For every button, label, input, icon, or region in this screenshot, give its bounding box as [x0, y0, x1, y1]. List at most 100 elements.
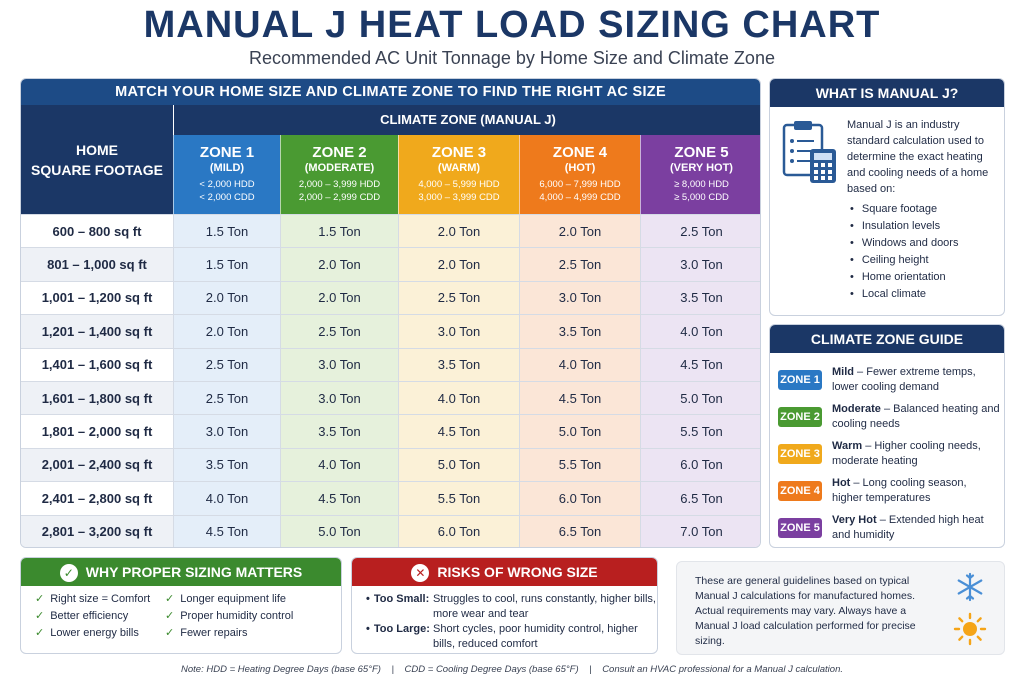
tonnage-cell-zone-1: 2.5 Ton	[173, 348, 280, 381]
zone-hdd: < 2,000 HDD	[199, 179, 255, 190]
zone-cdd: ≥ 5,000 CDD	[674, 192, 729, 203]
square-footage-cell: 2,801 – 3,200 sq ft	[21, 515, 173, 547]
table-row: 2,801 – 3,200 sq ft 4.5 Ton 5.0 Ton 6.0 Ton…	[21, 514, 760, 547]
zone-header-3: ZONE 3 (WARM) 4,000 – 5,999 HDD 3,000 – 3,9…	[398, 135, 519, 214]
zone-description: (HOT)	[564, 162, 596, 174]
zone-name: ZONE 2	[312, 144, 367, 161]
zone-badge: ZONE 2	[778, 407, 822, 427]
zone-guide-description: – Higher cooling needs, moderate heating	[832, 440, 981, 467]
zone-cdd: 2,000 – 2,999 CDD	[298, 192, 381, 203]
zone-guide-title: Mild	[832, 366, 854, 378]
zone-guide-item: ZONE 4 Hot – Long cooling season, higher …	[778, 476, 1000, 506]
what-is-body: Manual J is an industry standard calcula…	[847, 119, 989, 195]
tonnage-cell-zone-2: 4.0 Ton	[280, 448, 398, 482]
zone-guide-text: Warm – Higher cooling needs, moderate he…	[832, 439, 1000, 469]
zone-guide-text: Mild – Fewer extreme temps, lower coolin…	[832, 365, 1000, 395]
zone-description: (MODERATE)	[304, 162, 375, 174]
table-row: 1,401 – 1,600 sq ft 2.5 Ton 3.0 Ton 3.5 Ton…	[21, 347, 760, 381]
zone-guide-item: ZONE 3 Warm – Higher cooling needs, moder…	[778, 439, 1000, 469]
risk-label: Too Small:	[366, 592, 433, 622]
tonnage-cell-zone-5: 3.0 Ton	[640, 248, 760, 281]
tonnage-cell-zone-1: 1.5 Ton	[173, 248, 280, 281]
zone-guide-heading: CLIMATE ZONE GUIDE	[770, 325, 1004, 353]
zone-header-5: ZONE 5 (VERY HOT) ≥ 8,000 HDD ≥ 5,000 CDD	[640, 135, 760, 214]
why-heading: ✓ WHY PROPER SIZING MATTERS	[21, 558, 341, 586]
what-is-list-item: Square footage	[850, 201, 958, 218]
table-banner: MATCH YOUR HOME SIZE AND CLIMATE ZONE TO…	[21, 79, 760, 105]
why-list-item: Fewer repairs	[165, 626, 325, 641]
tonnage-cell-zone-5: 2.5 Ton	[640, 215, 760, 248]
tonnage-cell-zone-1: 1.5 Ton	[173, 215, 280, 248]
tonnage-cell-zone-4: 2.0 Ton	[519, 215, 640, 248]
tonnage-cell-zone-3: 2.5 Ton	[398, 281, 519, 315]
risk-text: Struggles to cool, runs constantly, high…	[433, 593, 656, 620]
zone-badge: ZONE 3	[778, 444, 822, 464]
square-footage-cell: 1,001 – 1,200 sq ft	[21, 281, 173, 315]
tonnage-cell-zone-1: 3.0 Ton	[173, 415, 280, 448]
tonnage-cell-zone-5: 4.0 Ton	[640, 315, 760, 348]
why-sizing-panel: ✓ WHY PROPER SIZING MATTERS Right size = …	[20, 557, 342, 654]
zone-badge: ZONE 5	[778, 518, 822, 538]
tonnage-cell-zone-5: 4.5 Ton	[640, 348, 760, 381]
zone-guide-description: – Balanced heating and cooling needs	[832, 403, 1000, 430]
zone-guide-item: ZONE 1 Mild – Fewer extreme temps, lower …	[778, 365, 1000, 395]
zone-guide-title: Warm	[832, 440, 863, 452]
tonnage-cell-zone-1: 4.0 Ton	[173, 482, 280, 515]
tonnage-cell-zone-2: 3.0 Ton	[280, 381, 398, 415]
risk-item: Too Large:Short cycles, poor humidity co…	[366, 622, 656, 652]
table-row: 600 – 800 sq ft 1.5 Ton 1.5 Ton 2.0 Ton 2.0 …	[21, 214, 760, 248]
zone-description: (MILD)	[209, 162, 245, 174]
zone-header-1: ZONE 1 (MILD) < 2,000 HDD < 2,000 CDD	[173, 135, 280, 214]
tonnage-cell-zone-4: 6.0 Ton	[519, 482, 640, 515]
tonnage-cell-zone-2: 3.0 Ton	[280, 348, 398, 381]
tonnage-cell-zone-4: 4.0 Ton	[519, 348, 640, 381]
zone-name: ZONE 4	[552, 144, 608, 161]
check-circle-icon: ✓	[59, 564, 78, 583]
square-footage-cell: 1,401 – 1,600 sq ft	[21, 348, 173, 381]
risk-item: Too Small:Struggles to cool, runs consta…	[366, 592, 656, 622]
why-list-item: Lower energy bills	[35, 626, 165, 641]
sqft-header-line1: HOME	[76, 141, 118, 158]
zone-guide-text: Very Hot – Extended high heat and humidi…	[832, 513, 1000, 543]
square-footage-header: HOME SQUARE FOOTAGE	[21, 105, 173, 214]
square-footage-cell: 1,201 – 1,400 sq ft	[21, 315, 173, 348]
tonnage-cell-zone-3: 6.0 Ton	[398, 515, 519, 547]
why-list: Right size = ComfortLonger equipment lif…	[35, 592, 325, 641]
square-footage-cell: 2,001 – 2,400 sq ft	[21, 448, 173, 482]
zone-guide-title: Hot	[832, 477, 851, 489]
sizing-table: MATCH YOUR HOME SIZE AND CLIMATE ZONE TO…	[20, 78, 761, 548]
table-row: 2,001 – 2,400 sq ft 3.5 Ton 4.0 Ton 5.0 Ton…	[21, 447, 760, 482]
risks-panel: ✕ RISKS OF WRONG SIZE Too Small:Struggles…	[351, 557, 658, 654]
zone-guide-title: Very Hot	[832, 514, 877, 526]
tonnage-cell-zone-4: 6.5 Ton	[519, 515, 640, 547]
zone-badge: ZONE 1	[778, 370, 822, 390]
zone-header-2: ZONE 2 (MODERATE) 2,000 – 3,999 HDD 2,000 –…	[280, 135, 398, 214]
tonnage-cell-zone-3: 3.0 Ton	[398, 315, 519, 348]
tonnage-cell-zone-4: 5.5 Ton	[519, 448, 640, 482]
table-body: 600 – 800 sq ft 1.5 Ton 1.5 Ton 2.0 Ton 2.0 …	[21, 214, 760, 547]
tonnage-cell-zone-2: 2.0 Ton	[280, 248, 398, 281]
page-title: MANUAL J HEAT LOAD SIZING CHART	[143, 4, 881, 46]
tonnage-cell-zone-1: 2.5 Ton	[173, 381, 280, 415]
zone-guide-text: Moderate – Balanced heating and cooling …	[832, 402, 1000, 432]
tonnage-cell-zone-3: 5.5 Ton	[398, 482, 519, 515]
what-is-manual-j-panel: WHAT IS MANUAL J? Manual J is an industr…	[769, 78, 1005, 316]
climate-zone-guide-panel: CLIMATE ZONE GUIDE ZONE 1 Mild – Fewer ex…	[769, 324, 1005, 548]
why-list-item: Longer equipment life	[165, 592, 325, 607]
zone-guide-text: Hot – Long cooling season, higher temper…	[832, 476, 1000, 506]
square-footage-cell: 1,601 – 1,800 sq ft	[21, 381, 173, 415]
square-footage-cell: 2,401 – 2,800 sq ft	[21, 482, 173, 515]
tonnage-cell-zone-1: 2.0 Ton	[173, 281, 280, 315]
zone-header-4: ZONE 4 (HOT) 6,000 – 7,999 HDD 4,000 – 4,99…	[519, 135, 640, 214]
guideline-note-panel: These are general guidelines based on ty…	[676, 561, 1005, 655]
table-header: HOME SQUARE FOOTAGE CLIMATE ZONE (MANUAL…	[21, 105, 760, 214]
what-is-list-item: Windows and doors	[850, 235, 959, 252]
risk-label: Too Large:	[366, 622, 433, 652]
tonnage-cell-zone-4: 5.0 Ton	[519, 415, 640, 448]
tonnage-cell-zone-3: 4.5 Ton	[398, 415, 519, 448]
table-row: 801 – 1,000 sq ft 1.5 Ton 2.0 Ton 2.0 Ton 2.…	[21, 247, 760, 281]
snowflake-icon	[957, 572, 983, 602]
zone-description: (WARM)	[437, 162, 481, 174]
zone-guide-item: ZONE 2 Moderate – Balanced heating and co…	[778, 402, 1000, 432]
tonnage-cell-zone-4: 3.5 Ton	[519, 315, 640, 348]
